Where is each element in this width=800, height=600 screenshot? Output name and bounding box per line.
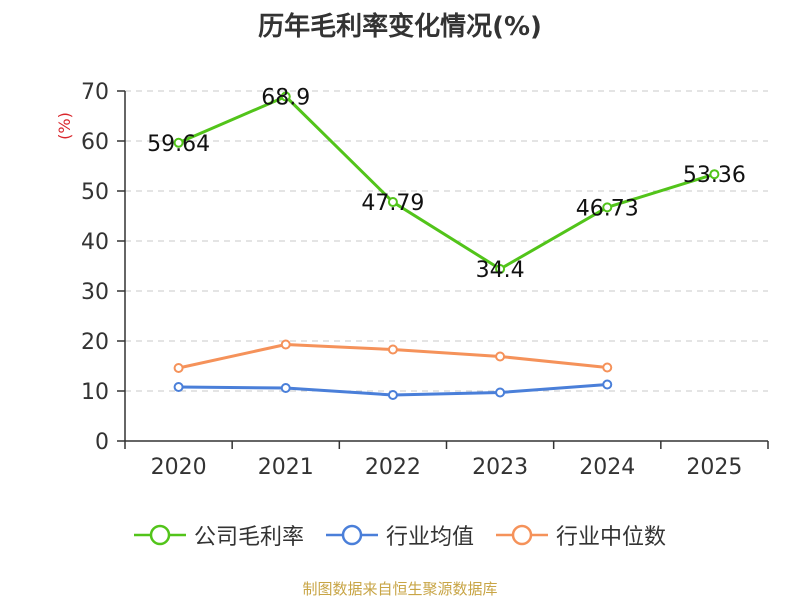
data-label: 59.64 <box>147 132 210 157</box>
data-point <box>280 383 291 393</box>
data-point <box>387 197 398 208</box>
y-tick-label: 20 <box>81 330 109 355</box>
legend-circle <box>341 524 363 546</box>
x-tick-label: 2023 <box>472 455 528 480</box>
y-tick-label: 60 <box>81 130 109 155</box>
legend-item[interactable]: 行业均值 <box>325 519 474 551</box>
data-point <box>387 390 398 400</box>
data-point <box>280 91 291 102</box>
series-line <box>177 95 715 271</box>
data-point <box>495 264 506 274</box>
legend-item[interactable]: 行业中位数 <box>496 519 666 551</box>
data-label: 46.73 <box>576 196 639 221</box>
data-point <box>602 362 613 373</box>
y-tick-label: 0 <box>95 430 109 455</box>
data-point <box>495 387 506 398</box>
data-label: 47.79 <box>361 191 424 216</box>
data-point <box>173 382 184 392</box>
x-tick-label: 2020 <box>151 455 207 480</box>
data-label: 68.9 <box>261 86 310 111</box>
grid-lines <box>125 90 768 392</box>
data-point <box>495 351 506 362</box>
data-labels: 59.64 68.9 47.79 34.4 46.73 53.36 <box>147 86 746 284</box>
data-label: 34.4 <box>476 258 525 283</box>
data-point <box>387 344 398 355</box>
x-tick-label: 2022 <box>365 455 421 480</box>
data-point <box>173 137 184 148</box>
legend-marker-icon <box>325 524 378 546</box>
y-tick-label: 10 <box>81 380 109 405</box>
legend-marker-icon <box>496 524 548 546</box>
y-axis-label: (%) <box>55 112 74 140</box>
legend-circle <box>511 524 533 546</box>
legend-circle <box>149 524 171 546</box>
legend-marker-icon <box>133 524 186 546</box>
data-point <box>602 202 613 213</box>
y-tick-label: 40 <box>81 230 109 255</box>
y-tick-label: 50 <box>81 180 109 205</box>
legend-item[interactable]: 公司毛利率 <box>133 519 304 551</box>
series-lines <box>173 91 720 400</box>
data-point <box>280 339 291 350</box>
data-label: 53.36 <box>683 163 746 188</box>
source-note: 制图数据来自恒生聚源数据库 <box>302 580 498 598</box>
y-tick-label: 70 <box>81 80 109 105</box>
data-point <box>602 379 613 390</box>
x-tick-label: 2025 <box>686 455 742 480</box>
data-point <box>173 363 184 373</box>
data-point <box>709 169 720 180</box>
legend-label: 公司毛利率 <box>193 525 304 550</box>
axes: 0 10 20 30 40 50 60 70 (%) 2020 2021 2022 2023 2024 20… <box>55 80 769 480</box>
chart-title: 历年毛利率变化情况(%) <box>258 12 542 42</box>
x-tick-label: 2021 <box>258 455 314 480</box>
y-tick-label: 30 <box>81 280 109 305</box>
legend: 公司毛利率 行业均值 行业中位数 <box>0 519 800 551</box>
legend-label: 行业中位数 <box>556 525 667 550</box>
x-tick-label: 2024 <box>579 455 635 480</box>
legend-label: 行业均值 <box>385 525 474 550</box>
